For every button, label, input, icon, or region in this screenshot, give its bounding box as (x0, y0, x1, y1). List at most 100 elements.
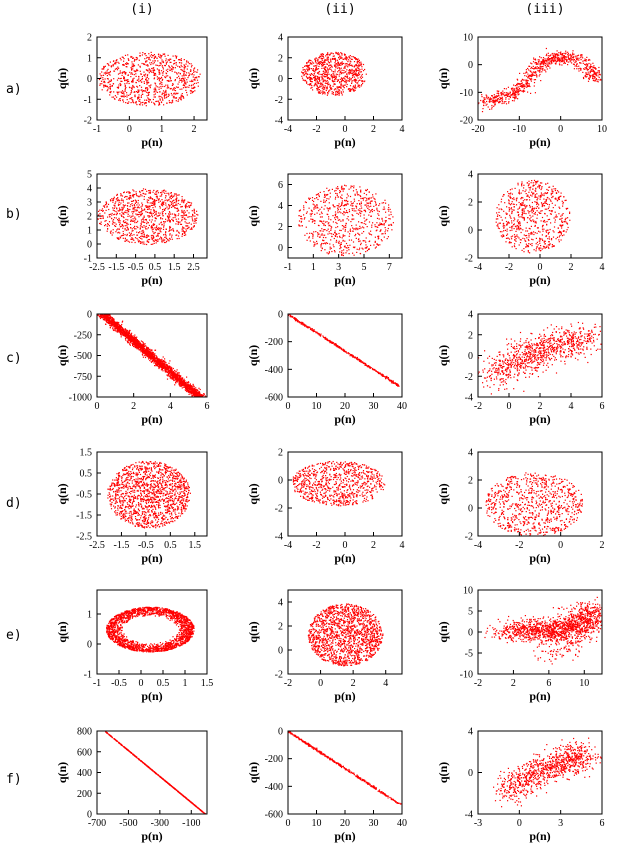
scatter-point (480, 99, 482, 102)
scatter-point (321, 248, 323, 250)
scatter-point (383, 202, 385, 204)
scatter-point (536, 68, 538, 70)
scatter-point (141, 62, 143, 65)
scatter-point (116, 200, 118, 202)
scatter-point (192, 226, 194, 228)
scatter-point (143, 71, 145, 73)
scatter-point (539, 70, 541, 72)
scatter-point (353, 228, 355, 230)
scatter-point (513, 245, 515, 247)
scatter-point (146, 88, 149, 90)
scatter-point (124, 211, 126, 214)
scatter-point (171, 68, 173, 70)
scatter-point (172, 89, 174, 91)
scatter-point (158, 71, 160, 73)
scatter-point (548, 206, 550, 208)
scatter-point (324, 61, 326, 63)
scatter-point (117, 93, 119, 95)
scatter-point (333, 58, 335, 60)
scatter-point (335, 78, 337, 80)
scatter-point (168, 213, 170, 215)
scatter-point (315, 69, 317, 71)
x-tick-label: 1.5 (168, 262, 181, 273)
scatter-point (143, 198, 145, 200)
scatter-point (145, 61, 147, 63)
scatter-point (506, 230, 508, 232)
scatter-point (305, 75, 307, 77)
scatter-point (526, 182, 528, 184)
scatter-point (543, 193, 545, 195)
scatter-point (540, 63, 542, 65)
scatter-point (143, 74, 145, 76)
scatter-point (322, 65, 324, 67)
scatter-point (340, 220, 342, 222)
scatter-point (154, 206, 156, 208)
scatter-point (145, 69, 147, 71)
scatter-point (158, 77, 160, 79)
scatter-point (185, 83, 187, 85)
scatter-point (169, 67, 171, 69)
scatter-point (154, 217, 156, 219)
scatter-point (539, 63, 541, 65)
scatter-point (373, 197, 375, 200)
scatter-point (129, 98, 131, 100)
scatter-point (522, 204, 524, 206)
scatter-point (586, 69, 588, 71)
scatter-point (135, 200, 137, 202)
scatter-point (319, 86, 321, 88)
scatter-point (132, 189, 134, 191)
scatter-point (321, 91, 323, 93)
scatter-point (306, 81, 308, 83)
scatter-points-a-ii (301, 51, 367, 96)
scatter-point (110, 65, 112, 67)
scatter-point (322, 62, 324, 64)
scatter-point (560, 232, 562, 234)
scatter-point (346, 86, 348, 88)
scatter-point (353, 185, 355, 187)
scatter-point (535, 72, 537, 74)
scatter-point (351, 56, 353, 58)
scatter-point (146, 83, 148, 85)
scatter-point (588, 58, 590, 61)
scatter-point (150, 54, 153, 56)
scatter-point (185, 63, 187, 65)
scatter-point (152, 63, 154, 65)
y-tick-label: 4 (87, 184, 92, 195)
scatter-point (306, 68, 308, 70)
scatter-point (184, 231, 186, 234)
scatter-point (328, 251, 330, 253)
scatter-point (509, 204, 512, 206)
scatter-point (165, 204, 167, 206)
scatter-point (161, 61, 163, 63)
scatter-point (181, 211, 183, 214)
scatter-point (167, 95, 169, 97)
scatter-point (544, 61, 546, 63)
scatter-point (141, 209, 143, 211)
scatter-point (153, 62, 155, 64)
scatter-point (154, 199, 156, 201)
scatter-point (129, 93, 131, 95)
scatter-point (304, 65, 306, 67)
scatter-point (526, 84, 528, 86)
scatter-point (561, 59, 563, 61)
scatter-point (539, 64, 541, 66)
scatter-point (331, 93, 333, 95)
scatter-point (343, 226, 345, 228)
scatter-point (323, 75, 325, 77)
scatter-point (589, 67, 591, 70)
scatter-point (336, 52, 338, 54)
scatter-point (177, 223, 179, 225)
scatter-point (331, 70, 333, 72)
scatter-point (343, 77, 345, 79)
scatter-point (177, 92, 179, 94)
scatter-point (538, 59, 540, 61)
scatter-point (530, 216, 532, 218)
scatter-point (182, 226, 184, 228)
scatter-point (550, 210, 552, 212)
scatter-point (116, 92, 119, 94)
scatter-point (366, 202, 368, 204)
scatter-point (168, 230, 170, 232)
scatter-point (562, 203, 564, 205)
scatter-point (327, 213, 329, 216)
scatter-point (308, 237, 310, 239)
